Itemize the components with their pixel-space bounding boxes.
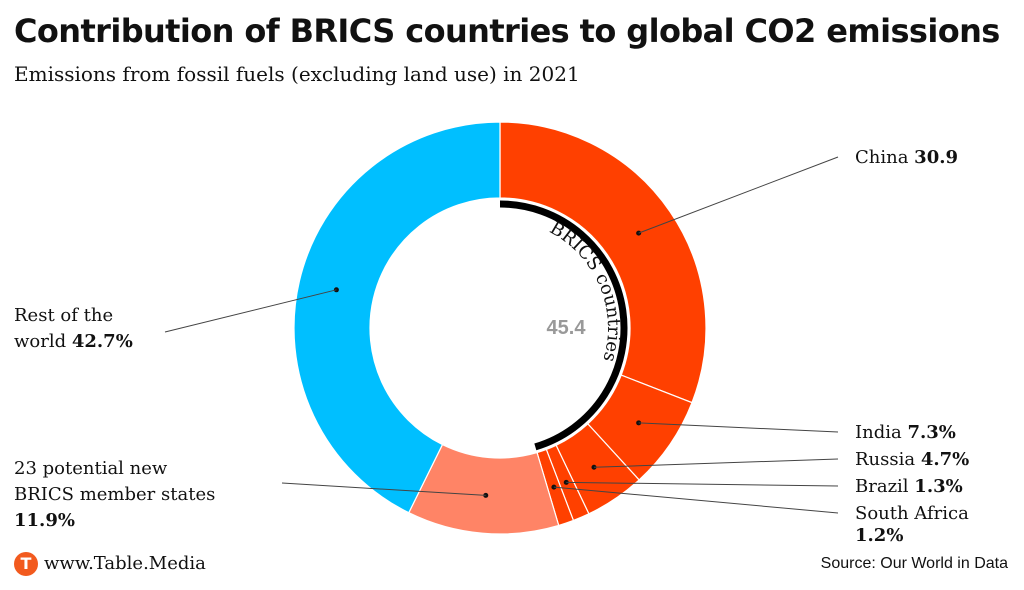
leader-line-brazil — [566, 481, 839, 487]
chart-title: Contribution of BRICS countries to globa… — [14, 12, 1000, 50]
leader-line-russia — [593, 458, 839, 468]
table-media-logo-icon: T — [14, 552, 38, 576]
label-brazil: Brazil 1.3% — [855, 476, 963, 497]
leader-line-china — [638, 156, 839, 234]
label-23-potential-new-brics-member-states: 23 potential new BRICS member states 11.9% — [14, 458, 215, 531]
slice-china — [499, 121, 707, 404]
label-india: India 7.3% — [855, 422, 956, 443]
leader-line-rest-of-the-world — [164, 289, 337, 333]
brics-total-value: 45.4 — [547, 317, 587, 339]
leader-line-south-africa — [553, 486, 839, 514]
footer-source: Source: Our World in Data — [820, 555, 1008, 572]
slice-rest-of-the-world — [293, 121, 501, 514]
chart-subtitle: Emissions from fossil fuels (excluding l… — [14, 62, 580, 86]
leader-line-23-potential-new-brics-member-states — [281, 482, 486, 496]
footer-site: www.Table.Media — [44, 553, 206, 574]
label-rest-of-the-world: Rest of the world 42.7% — [14, 305, 133, 352]
leader-line-india — [638, 422, 839, 433]
label-russia: Russia 4.7% — [855, 449, 969, 470]
label-south-africa: South Africa 1.2% — [855, 503, 969, 546]
brics-bracket-arc — [499, 200, 628, 451]
label-china: China 30.9 — [855, 147, 958, 168]
